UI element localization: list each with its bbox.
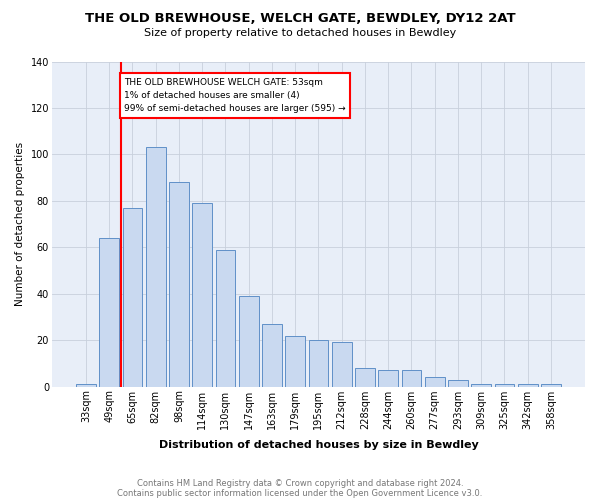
- Bar: [169, 182, 189, 386]
- Bar: [494, 384, 514, 386]
- Bar: [76, 384, 96, 386]
- Text: Contains public sector information licensed under the Open Government Licence v3: Contains public sector information licen…: [118, 488, 482, 498]
- Bar: [541, 384, 561, 386]
- Text: Size of property relative to detached houses in Bewdley: Size of property relative to detached ho…: [144, 28, 456, 38]
- Bar: [401, 370, 421, 386]
- Bar: [355, 368, 375, 386]
- Bar: [448, 380, 468, 386]
- Bar: [239, 296, 259, 386]
- Bar: [193, 203, 212, 386]
- Bar: [308, 340, 328, 386]
- Bar: [215, 250, 235, 386]
- Bar: [518, 384, 538, 386]
- Bar: [471, 384, 491, 386]
- Bar: [146, 148, 166, 386]
- Bar: [378, 370, 398, 386]
- Bar: [262, 324, 282, 386]
- Bar: [332, 342, 352, 386]
- Text: Contains HM Land Registry data © Crown copyright and database right 2024.: Contains HM Land Registry data © Crown c…: [137, 478, 463, 488]
- X-axis label: Distribution of detached houses by size in Bewdley: Distribution of detached houses by size …: [158, 440, 478, 450]
- Bar: [122, 208, 142, 386]
- Bar: [285, 336, 305, 386]
- Y-axis label: Number of detached properties: Number of detached properties: [15, 142, 25, 306]
- Bar: [425, 378, 445, 386]
- Text: THE OLD BREWHOUSE WELCH GATE: 53sqm
1% of detached houses are smaller (4)
99% of: THE OLD BREWHOUSE WELCH GATE: 53sqm 1% o…: [124, 78, 346, 113]
- Bar: [100, 238, 119, 386]
- Text: THE OLD BREWHOUSE, WELCH GATE, BEWDLEY, DY12 2AT: THE OLD BREWHOUSE, WELCH GATE, BEWDLEY, …: [85, 12, 515, 26]
